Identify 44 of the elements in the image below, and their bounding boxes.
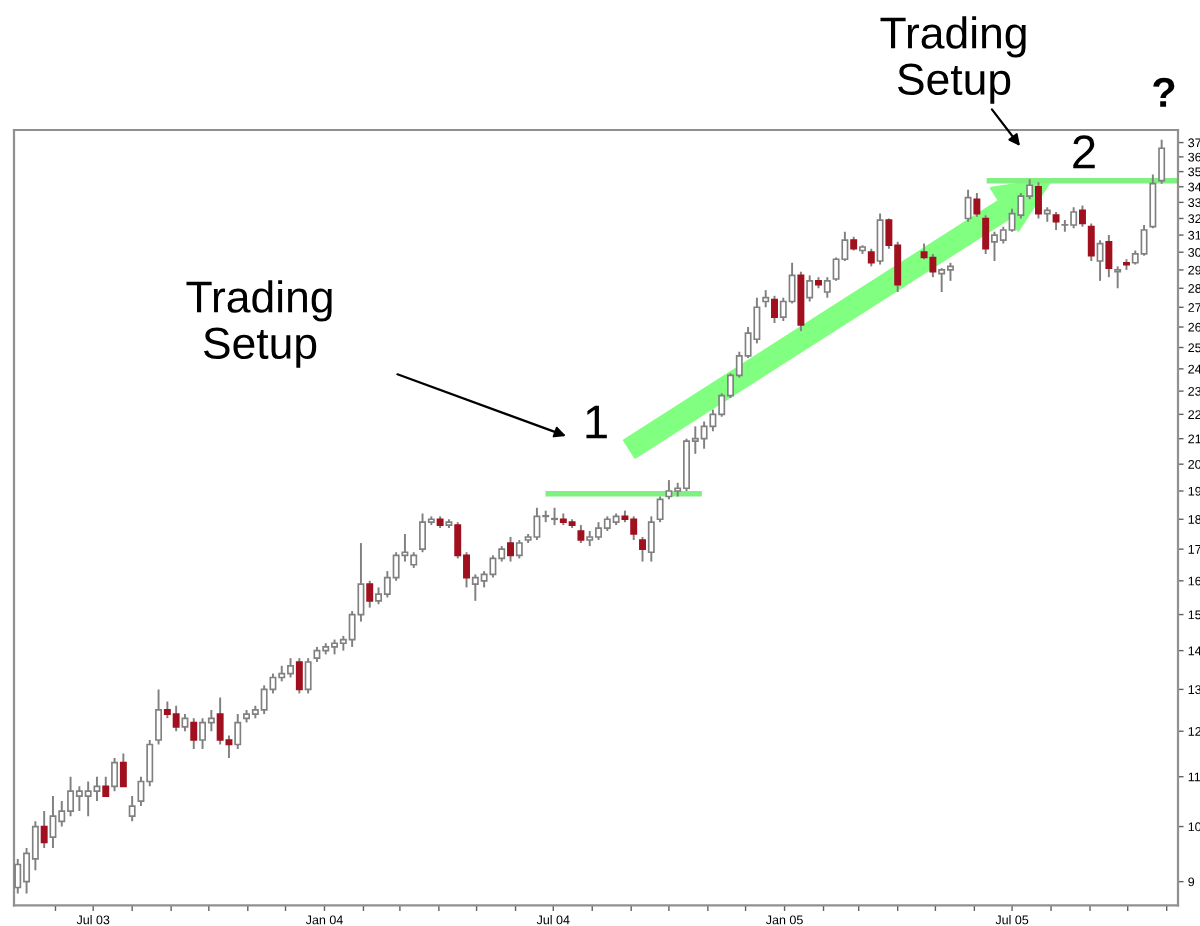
candlestick	[876, 212, 884, 266]
candlestick	[155, 688, 163, 746]
candlestick	[234, 713, 242, 750]
candlestick	[823, 276, 831, 299]
candlestick	[982, 214, 990, 255]
candlestick	[419, 512, 427, 554]
candlestick	[533, 506, 541, 541]
candlestick	[665, 479, 673, 501]
candlestick	[304, 657, 312, 695]
candlestick	[172, 704, 180, 733]
candlestick	[260, 684, 268, 716]
candlestick	[700, 420, 708, 450]
candlestick	[119, 752, 127, 788]
candlestick	[1096, 239, 1104, 282]
candlestick	[1078, 204, 1086, 228]
candlestick	[93, 775, 101, 803]
candlestick	[128, 795, 136, 823]
candlestick	[199, 717, 207, 750]
candlestick	[84, 780, 92, 818]
candlestick	[929, 252, 937, 279]
candlestick	[806, 274, 814, 303]
candlestick	[1105, 234, 1113, 279]
text: Trading Setup	[880, 16, 1026, 104]
candlestick	[515, 539, 523, 560]
candlestick	[1158, 138, 1166, 185]
annotation: Trading Setup	[186, 280, 332, 368]
candlestick	[1052, 211, 1060, 231]
candlestick	[656, 495, 664, 524]
candlestick	[647, 515, 655, 563]
candlestick	[489, 554, 497, 579]
candlestick	[216, 696, 224, 746]
candlestick	[14, 857, 22, 895]
annotation: 1	[586, 405, 607, 439]
text: ?	[1153, 77, 1175, 107]
candlestick	[207, 708, 215, 733]
candlestick	[964, 188, 972, 223]
candlestick	[111, 757, 119, 793]
candlestick	[1149, 173, 1157, 230]
candlestick	[49, 795, 57, 849]
candlestick	[1140, 224, 1148, 257]
annotation: 2	[1073, 135, 1095, 169]
candlestick	[1114, 265, 1122, 290]
candlestick	[973, 191, 981, 218]
candlestick	[938, 267, 946, 293]
